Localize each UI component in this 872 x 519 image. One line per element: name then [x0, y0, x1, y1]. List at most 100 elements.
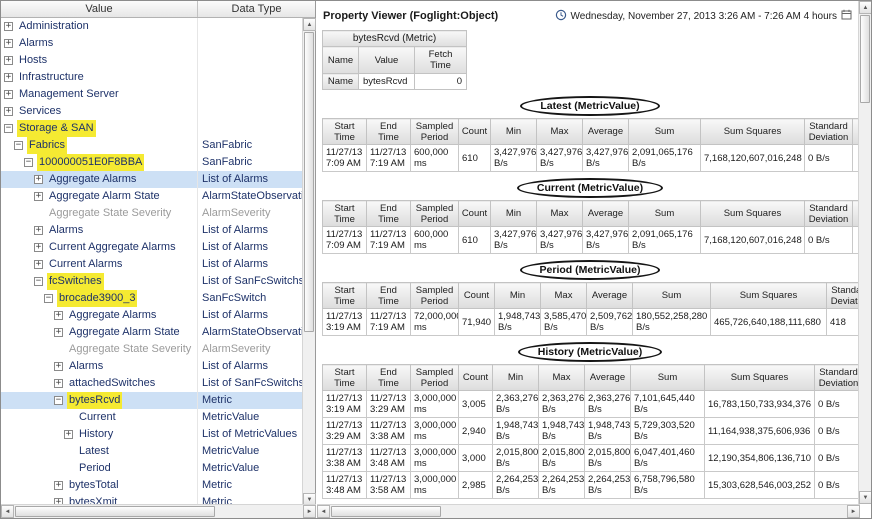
time-range[interactable]: Wednesday, November 27, 2013 3:26 AM - 7…: [555, 9, 852, 24]
tree-row[interactable]: + Infrastructure: [1, 69, 302, 86]
expand-icon[interactable]: +: [34, 225, 43, 235]
expand-icon[interactable]: +: [34, 259, 43, 269]
expand-icon[interactable]: +: [4, 21, 13, 31]
collapse-icon[interactable]: −: [34, 276, 43, 286]
tree-node-label[interactable]: Current: [79, 411, 116, 423]
expand-icon[interactable]: +: [34, 191, 43, 201]
tree-node-label[interactable]: Aggregate State Severity: [69, 343, 192, 355]
tree-node-label[interactable]: Alarms: [69, 360, 104, 372]
scrollbar-thumb[interactable]: [331, 506, 441, 517]
collapse-icon[interactable]: −: [4, 123, 13, 133]
collapse-icon[interactable]: −: [14, 140, 23, 150]
tree-node-label[interactable]: Current Aggregate Alarms: [49, 241, 176, 253]
tree-node-label[interactable]: History: [79, 428, 114, 440]
scroll-left-icon[interactable]: ◄: [317, 505, 330, 518]
tree-node-label[interactable]: Aggregate Alarms: [69, 309, 157, 321]
tree-node-label[interactable]: Period: [79, 462, 111, 474]
tree-node-label[interactable]: Fabrics: [27, 137, 68, 154]
tree-row[interactable]: Period MetricValue: [1, 460, 302, 477]
tree-node-label[interactable]: attachedSwitches: [69, 377, 156, 389]
tree-row[interactable]: − Storage & SAN: [1, 120, 302, 137]
tree-node-label[interactable]: Aggregate Alarm State: [69, 326, 180, 338]
scrollbar-thumb[interactable]: [15, 506, 215, 517]
expand-icon[interactable]: +: [4, 89, 13, 99]
tree-node-label[interactable]: bytesTotal: [69, 479, 119, 491]
expand-icon[interactable]: +: [54, 378, 63, 388]
viewer-vertical-scrollbar[interactable]: ▲ ▼: [858, 1, 871, 504]
tree-vertical-scrollbar[interactable]: ▲ ▼: [302, 18, 316, 506]
tree-node-label[interactable]: Aggregate Alarm State: [49, 190, 160, 202]
expand-icon[interactable]: +: [4, 106, 13, 116]
tree-row[interactable]: + attachedSwitches List of SanFcSwitchs: [1, 375, 302, 392]
data-type-column-header[interactable]: Data Type: [231, 3, 282, 15]
tree-row[interactable]: Aggregate State Severity AlarmSeverity: [1, 205, 302, 222]
tree-node-label[interactable]: Alarms: [49, 224, 84, 236]
tree-row[interactable]: + Aggregate Alarms List of Alarms: [1, 307, 302, 324]
expand-icon[interactable]: +: [54, 310, 63, 320]
calendar-icon[interactable]: [841, 9, 852, 23]
scroll-right-icon[interactable]: ►: [303, 505, 316, 518]
tree-node-label[interactable]: Aggregate State Severity: [49, 207, 172, 219]
tree-row[interactable]: − bytesRcvd Metric: [1, 392, 302, 409]
tree-row[interactable]: + Alarms List of Alarms: [1, 358, 302, 375]
expand-icon[interactable]: +: [54, 361, 63, 371]
tree-row[interactable]: Latest MetricValue: [1, 443, 302, 460]
tree-row[interactable]: + Aggregate Alarm State AlarmStateObservat…: [1, 188, 302, 205]
tree-row[interactable]: + History List of MetricValues: [1, 426, 302, 443]
tree-node-label[interactable]: Aggregate Alarms: [49, 173, 137, 185]
tree-node-label[interactable]: bytesXmit: [69, 496, 118, 504]
expand-icon[interactable]: +: [34, 174, 43, 184]
expand-icon[interactable]: +: [54, 480, 63, 490]
tree-node-label[interactable]: Administration: [19, 20, 89, 32]
tree-node-label[interactable]: Infrastructure: [19, 71, 84, 83]
tree-node-label[interactable]: fcSwitches: [47, 273, 104, 290]
scroll-down-icon[interactable]: ▼: [859, 491, 871, 504]
tree-node-label[interactable]: 100000051E0F8BBA: [37, 154, 145, 171]
tree-row[interactable]: + Management Server: [1, 86, 302, 103]
expand-icon[interactable]: +: [64, 429, 73, 439]
tree-row[interactable]: + bytesTotal Metric: [1, 477, 302, 494]
tree-row[interactable]: + Aggregate Alarms List of Alarms: [1, 171, 302, 188]
expand-icon[interactable]: +: [34, 242, 43, 252]
tree-row[interactable]: − fcSwitches List of SanFcSwitchs: [1, 273, 302, 290]
tree-node-label[interactable]: Hosts: [19, 54, 48, 66]
expand-icon[interactable]: +: [4, 72, 13, 82]
time-range-label[interactable]: Wednesday, November 27, 2013 3:26 AM - 7…: [570, 10, 837, 22]
tree-node-label[interactable]: Alarms: [19, 37, 54, 49]
scrollbar-thumb[interactable]: [304, 32, 314, 332]
expand-icon[interactable]: +: [4, 38, 13, 48]
scroll-up-icon[interactable]: ▲: [303, 18, 316, 31]
tree-row[interactable]: + Administration: [1, 18, 302, 35]
collapse-icon[interactable]: −: [24, 157, 33, 167]
tree-node-label[interactable]: bytesRcvd: [67, 392, 123, 409]
tree-row[interactable]: + Alarms List of Alarms: [1, 222, 302, 239]
collapse-icon[interactable]: −: [44, 293, 53, 303]
tree-row[interactable]: + Alarms: [1, 35, 302, 52]
tree-row[interactable]: − brocade3900_3 SanFcSwitch: [1, 290, 302, 307]
tree-row[interactable]: + Hosts: [1, 52, 302, 69]
tree-horizontal-scrollbar[interactable]: ◄ ►: [1, 504, 316, 518]
tree-node-label[interactable]: Management Server: [19, 88, 119, 100]
scroll-left-icon[interactable]: ◄: [1, 505, 14, 518]
expand-icon[interactable]: +: [54, 498, 63, 504]
scroll-up-icon[interactable]: ▲: [859, 1, 871, 14]
tree-node-label[interactable]: Latest: [79, 445, 109, 457]
time-range-clock-icon[interactable]: [555, 9, 567, 24]
value-column-header[interactable]: Value: [1, 1, 198, 17]
tree-row[interactable]: + Current Alarms List of Alarms: [1, 256, 302, 273]
tree-row[interactable]: − Fabrics SanFabric: [1, 137, 302, 154]
expand-icon[interactable]: +: [54, 327, 63, 337]
tree-node-label[interactable]: Storage & SAN: [17, 120, 96, 137]
tree-row[interactable]: + Services: [1, 103, 302, 120]
tree-row[interactable]: + Current Aggregate Alarms List of Alarms: [1, 239, 302, 256]
scrollbar-thumb[interactable]: [860, 15, 870, 103]
tree-node-label[interactable]: Services: [19, 105, 62, 117]
collapse-icon[interactable]: −: [54, 395, 63, 405]
tree-row[interactable]: + Aggregate Alarm State AlarmStateObservat…: [1, 324, 302, 341]
expand-icon[interactable]: +: [4, 55, 13, 65]
tree-row[interactable]: Current MetricValue: [1, 409, 302, 426]
tree-node-label[interactable]: Current Alarms: [49, 258, 123, 270]
tree-row[interactable]: + bytesXmit Metric: [1, 494, 302, 504]
tree-node-label[interactable]: brocade3900_3: [57, 290, 138, 307]
tree-row[interactable]: −100000051E0F8BBA SanFabric: [1, 154, 302, 171]
